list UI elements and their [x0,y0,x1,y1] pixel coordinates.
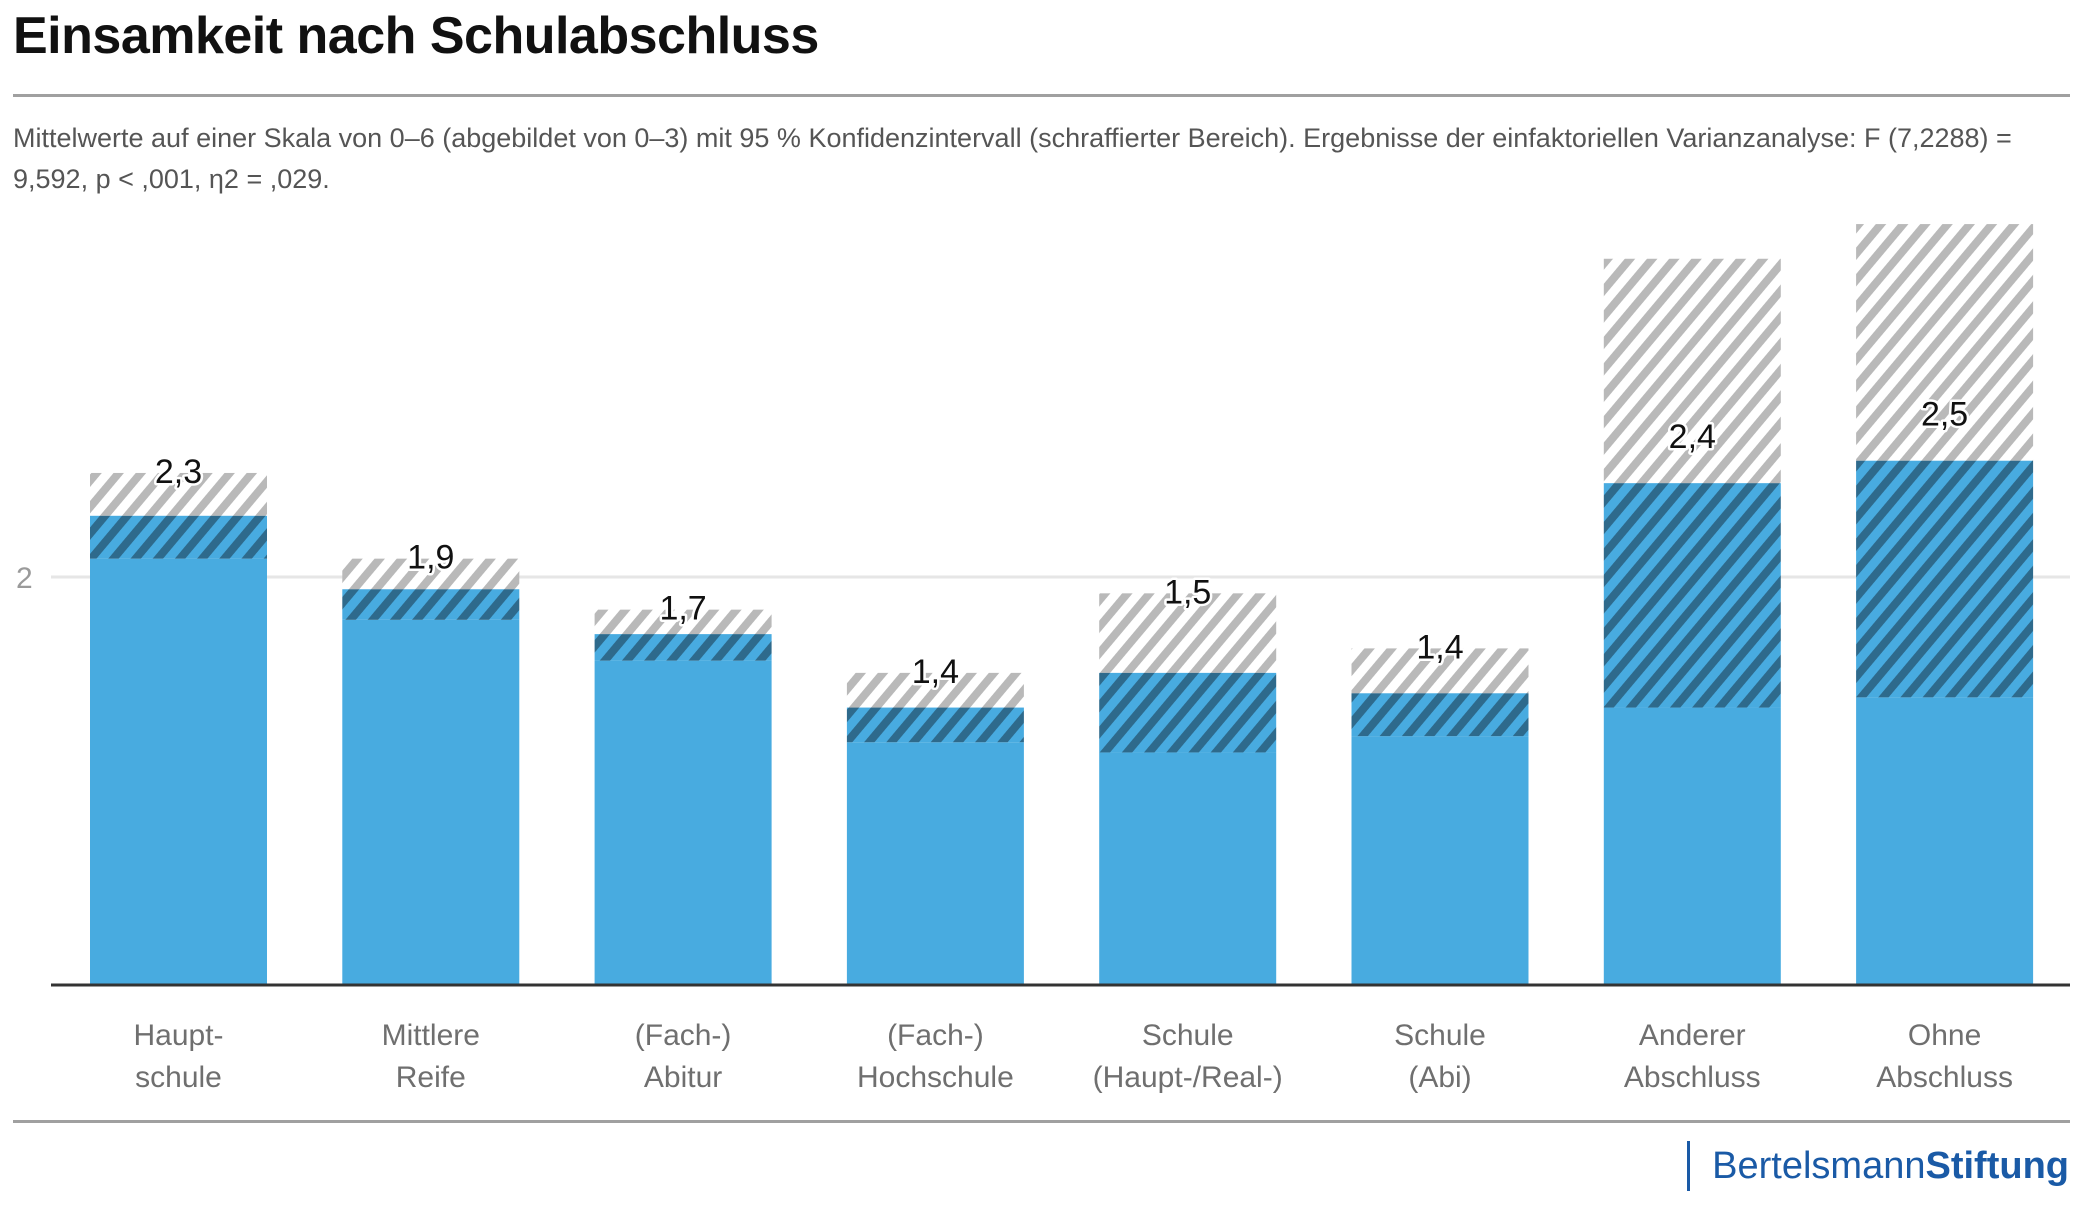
value-label: 1,9 [407,539,454,577]
category-label: schule [135,1061,222,1094]
value-label: 1,7 [659,590,706,628]
category-label: (Fach-) [635,1019,732,1052]
category-label: Reife [396,1061,466,1094]
ci-upper-band [1099,593,1277,673]
ci-upper-band [594,609,772,635]
y-tick-label: 2 [16,562,33,595]
category-label: (Fach-) [887,1019,984,1052]
bar [1351,736,1529,985]
bars [90,224,2034,985]
ci-upper-band [1603,258,1781,484]
bar [342,619,520,985]
bar [594,660,772,985]
ci-upper-band [1856,224,2034,461]
ci-upper-band [846,672,1024,708]
ci-lower-band [1351,693,1529,737]
bar [90,558,267,985]
category-label: Schule [1142,1019,1234,1052]
category-label: Abschluss [1624,1061,1761,1094]
bar [1856,697,2034,985]
logo-text-bold: Stiftung [1925,1144,2069,1187]
category-label: (Abi) [1408,1061,1471,1094]
logo-text-regular: Bertelsmann [1712,1144,1926,1187]
category-labels: Haupt-schule Mittlere Reife (Fach-) Abitur (F… [133,1019,2012,1094]
value-label: 2,3 [155,453,202,491]
category-label: Haupt- [133,1019,223,1052]
category-label: Abschluss [1876,1061,2013,1094]
ci-lower-band [594,634,772,661]
category-label: Hochschule [857,1061,1014,1094]
value-label: 1,4 [912,653,959,691]
category-label: Schule [1394,1019,1486,1052]
ci-lower-band [1099,672,1277,753]
chart-title: Einsamkeit nach Schulabschluss [13,7,819,65]
ci-lower-band [342,589,520,620]
value-labels: 2,3 1,9 1,7 1,4 1,5 1,4 2,4 2,5 [152,393,1970,693]
category-label: Abitur [644,1061,722,1094]
ci-upper-band [1351,648,1529,694]
category-label: Mittlere [382,1019,480,1052]
value-label: 2,4 [1669,418,1716,456]
ci-lower-band [1603,483,1781,708]
value-label: 1,5 [1164,573,1211,611]
ci-upper-band [90,472,267,516]
ci-lower-band [90,515,267,559]
footer-divider [13,1120,2070,1123]
ci-lower-band [846,707,1024,743]
value-label: 1,4 [1416,628,1463,666]
ci-upper-band [342,558,520,590]
bertelsmann-stiftung-logo: Bertelsmann Stiftung [1687,1140,2069,1192]
header-divider [13,94,2070,97]
value-label: 2,5 [1921,396,1968,434]
chart-subtitle: Mittelwerte auf einer Skala von 0–6 (abg… [13,123,2012,194]
bar [846,742,1024,985]
category-label: Anderer [1639,1019,1746,1052]
logo-bar-icon [1687,1141,1691,1191]
bar [1099,752,1277,985]
ci-lower-band [1856,460,2034,698]
category-label: (Haupt-/Real-) [1093,1061,1283,1094]
category-label: Ohne [1908,1019,1981,1052]
bar [1603,707,1781,985]
